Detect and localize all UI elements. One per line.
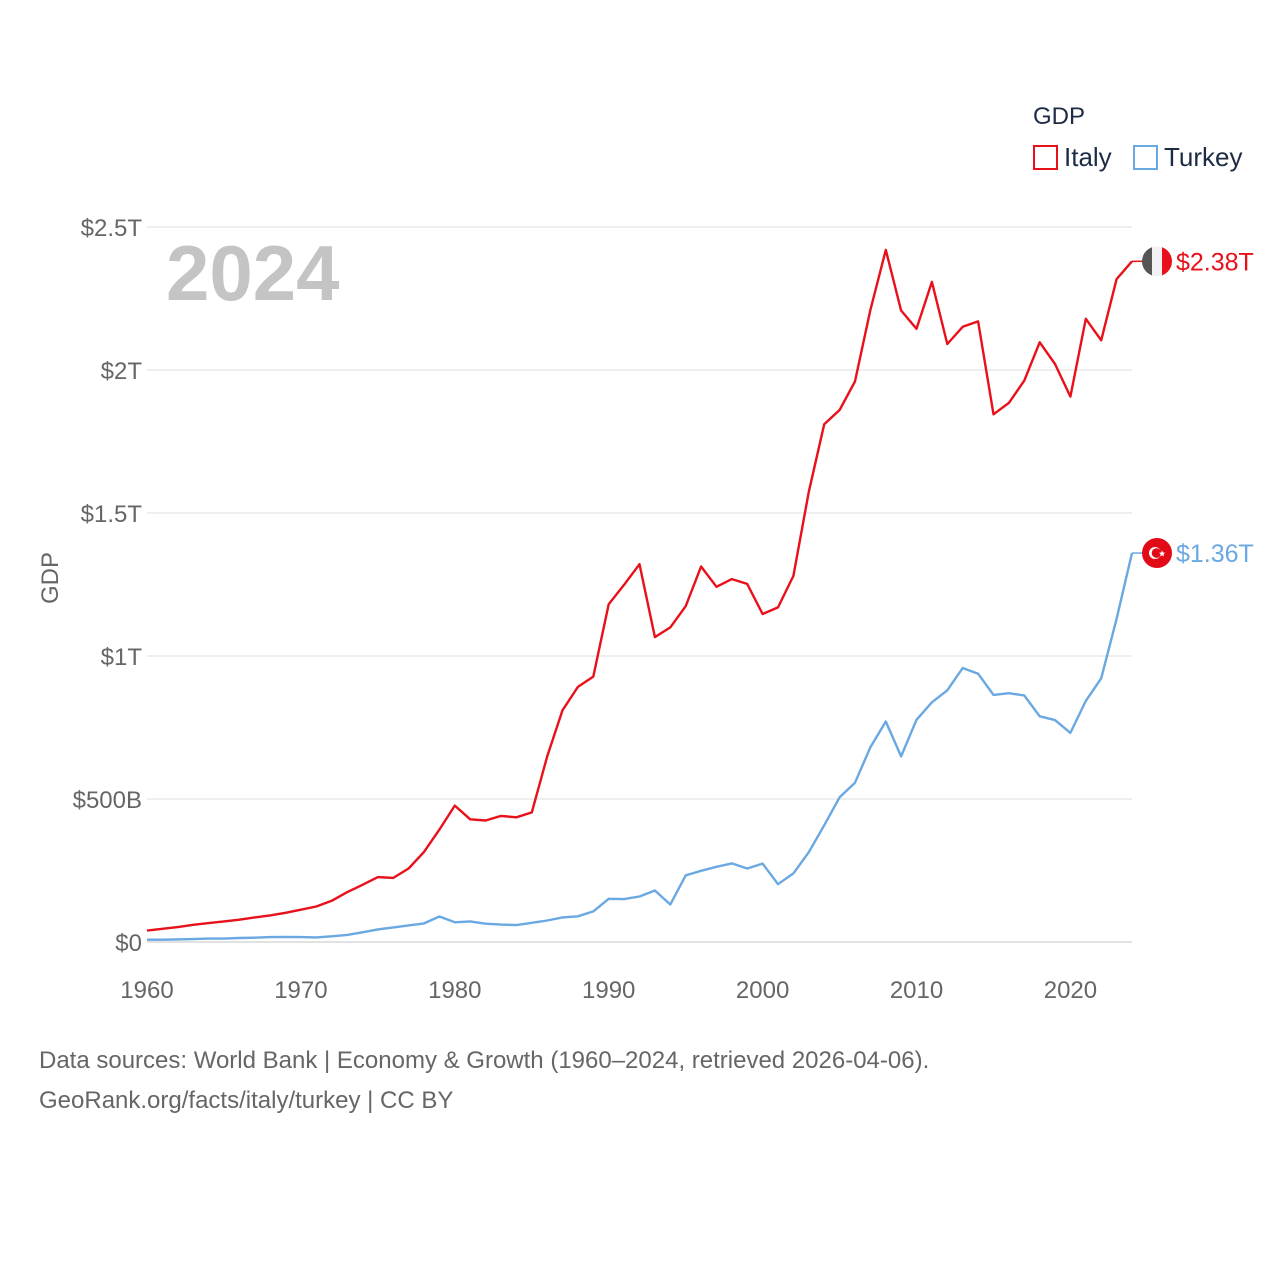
y-tick-label: $1.5T (81, 501, 143, 528)
end-markers: $2.38T $1.36T (1132, 246, 1254, 569)
x-tick-label: 1980 (428, 977, 481, 1004)
y-tick-label: $0 (115, 930, 142, 957)
series-line-turkey (147, 552, 1134, 941)
legend-swatch-turkey (1133, 145, 1158, 170)
y-tick-label: $2.5T (81, 215, 143, 242)
legend-label-italy: Italy (1064, 142, 1112, 172)
end-label-italy: $2.38T (1176, 248, 1254, 276)
x-tick-label: 2010 (890, 977, 943, 1004)
x-tick-label: 2020 (1044, 977, 1097, 1004)
legend-swatch-italy (1033, 145, 1058, 170)
source-line-1: Data sources: World Bank | Economy & Gro… (39, 1047, 929, 1074)
source-line-2: GeoRank.org/facts/italy/turkey | CC BY (39, 1087, 453, 1114)
end-label-turkey: $1.36T (1176, 540, 1254, 568)
italy-flag-icon (1142, 246, 1172, 277)
series-line-italy (146, 248, 1133, 932)
y-axis-label: GDP (37, 552, 64, 604)
y-tick-label: $1T (101, 644, 143, 671)
legend-title: GDP (1033, 103, 1085, 130)
x-tick-label: 1960 (120, 977, 173, 1004)
turkey-flag-icon (1142, 538, 1172, 569)
series-lines (146, 248, 1134, 941)
year-watermark: 2024 (166, 229, 340, 317)
y-tick-label: $2T (101, 358, 143, 385)
y-axis-ticks: $0 $500B $1T $1.5T $2T $2.5T (73, 215, 143, 957)
grid-lines (147, 226, 1132, 943)
legend: GDP Italy Turkey (1033, 103, 1243, 172)
legend-label-turkey: Turkey (1164, 142, 1243, 172)
x-tick-label: 1990 (582, 977, 635, 1004)
x-axis-ticks: 1960 1970 1980 1990 2000 2010 2020 (120, 977, 1097, 1004)
y-tick-label: $500B (73, 787, 142, 814)
x-tick-label: 2000 (736, 977, 789, 1004)
x-tick-label: 1970 (274, 977, 327, 1004)
